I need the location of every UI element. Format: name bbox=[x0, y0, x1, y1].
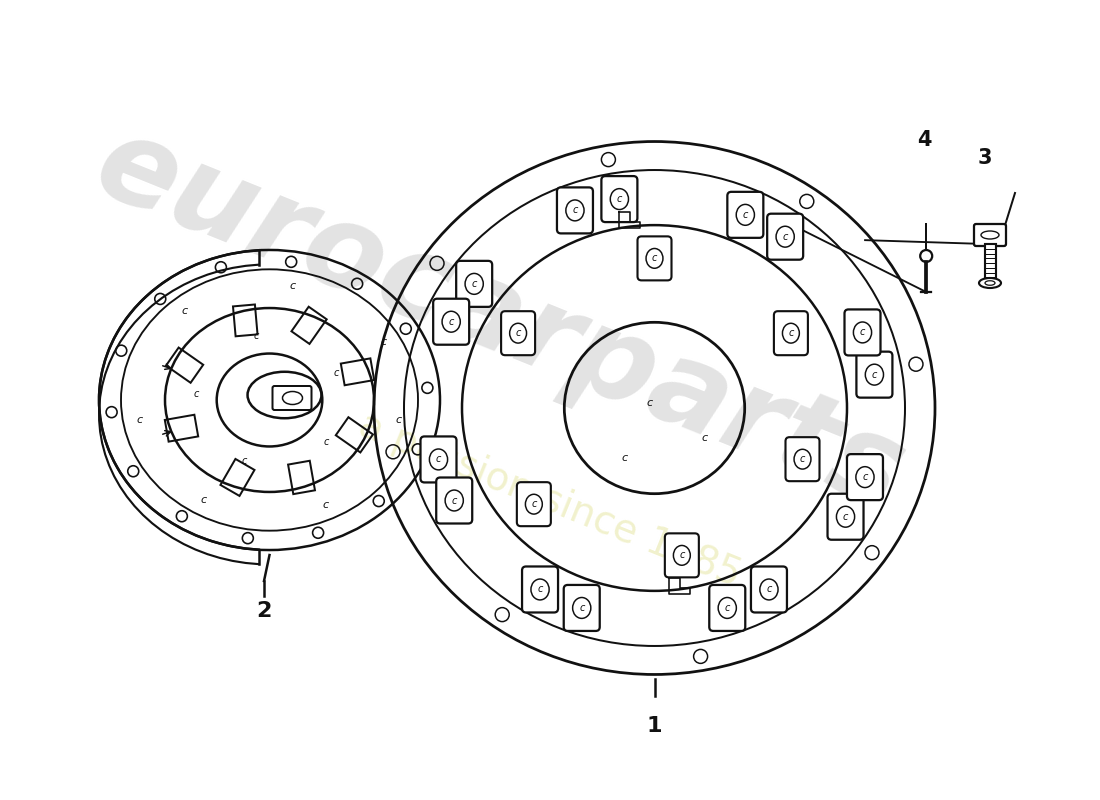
FancyBboxPatch shape bbox=[857, 352, 892, 398]
Text: c: c bbox=[381, 337, 386, 347]
Text: c: c bbox=[652, 254, 657, 263]
Text: c: c bbox=[136, 415, 143, 425]
FancyBboxPatch shape bbox=[751, 566, 786, 613]
Text: c: c bbox=[531, 499, 537, 509]
Text: c: c bbox=[871, 370, 877, 380]
FancyBboxPatch shape bbox=[437, 478, 472, 523]
Text: c: c bbox=[242, 456, 248, 466]
Text: c: c bbox=[647, 398, 652, 408]
Bar bbox=[233, 305, 257, 336]
Text: 2: 2 bbox=[256, 601, 272, 621]
Text: c: c bbox=[472, 279, 477, 289]
FancyBboxPatch shape bbox=[420, 437, 456, 482]
Text: c: c bbox=[254, 331, 260, 341]
FancyBboxPatch shape bbox=[974, 224, 1006, 246]
FancyBboxPatch shape bbox=[563, 585, 600, 631]
Text: c: c bbox=[436, 454, 441, 465]
Text: c: c bbox=[860, 327, 866, 338]
Text: c: c bbox=[182, 306, 188, 316]
FancyBboxPatch shape bbox=[845, 310, 880, 355]
FancyBboxPatch shape bbox=[602, 176, 637, 222]
Bar bbox=[165, 414, 198, 442]
FancyBboxPatch shape bbox=[710, 585, 746, 631]
Bar bbox=[292, 306, 327, 344]
Bar bbox=[341, 358, 374, 386]
Bar bbox=[984, 244, 996, 283]
Text: c: c bbox=[800, 454, 805, 464]
Text: c: c bbox=[194, 390, 199, 399]
Ellipse shape bbox=[979, 278, 1001, 288]
Text: c: c bbox=[396, 415, 403, 425]
FancyBboxPatch shape bbox=[502, 311, 535, 355]
Bar bbox=[220, 459, 254, 496]
FancyBboxPatch shape bbox=[785, 437, 820, 481]
FancyBboxPatch shape bbox=[517, 482, 551, 526]
Text: 4: 4 bbox=[916, 130, 932, 150]
Text: c: c bbox=[449, 317, 454, 326]
Text: c: c bbox=[617, 194, 623, 204]
Text: c: c bbox=[289, 281, 296, 291]
Circle shape bbox=[921, 250, 932, 262]
Text: c: c bbox=[679, 550, 684, 560]
Text: c: c bbox=[843, 512, 848, 522]
FancyBboxPatch shape bbox=[273, 386, 311, 410]
Bar bbox=[166, 347, 204, 382]
Text: a passion since 1985: a passion since 1985 bbox=[353, 406, 747, 594]
Text: c: c bbox=[333, 368, 339, 378]
Text: c: c bbox=[322, 500, 328, 510]
FancyBboxPatch shape bbox=[767, 214, 803, 260]
FancyBboxPatch shape bbox=[827, 494, 864, 540]
Text: c: c bbox=[621, 453, 628, 463]
Text: c: c bbox=[702, 433, 707, 443]
Text: c: c bbox=[572, 206, 578, 215]
FancyBboxPatch shape bbox=[557, 187, 593, 234]
Text: eurocarparts: eurocarparts bbox=[79, 106, 921, 534]
FancyBboxPatch shape bbox=[774, 311, 807, 355]
Text: 1: 1 bbox=[647, 716, 662, 736]
Text: c: c bbox=[725, 603, 730, 613]
Text: c: c bbox=[323, 437, 329, 446]
Bar bbox=[288, 461, 315, 494]
FancyBboxPatch shape bbox=[433, 298, 470, 345]
Text: c: c bbox=[451, 495, 456, 506]
Text: c: c bbox=[767, 585, 771, 594]
Text: 3: 3 bbox=[977, 148, 992, 168]
FancyBboxPatch shape bbox=[456, 261, 492, 307]
Bar bbox=[336, 418, 373, 453]
Text: c: c bbox=[862, 472, 868, 482]
Text: c: c bbox=[538, 585, 542, 594]
Text: c: c bbox=[579, 603, 584, 613]
Text: c: c bbox=[789, 328, 793, 338]
FancyBboxPatch shape bbox=[638, 236, 671, 280]
Text: c: c bbox=[200, 495, 207, 506]
Text: c: c bbox=[516, 328, 520, 338]
Text: c: c bbox=[782, 232, 788, 242]
FancyBboxPatch shape bbox=[522, 566, 558, 613]
FancyBboxPatch shape bbox=[664, 534, 698, 578]
Text: c: c bbox=[742, 210, 748, 220]
FancyBboxPatch shape bbox=[847, 454, 883, 500]
FancyBboxPatch shape bbox=[727, 192, 763, 238]
